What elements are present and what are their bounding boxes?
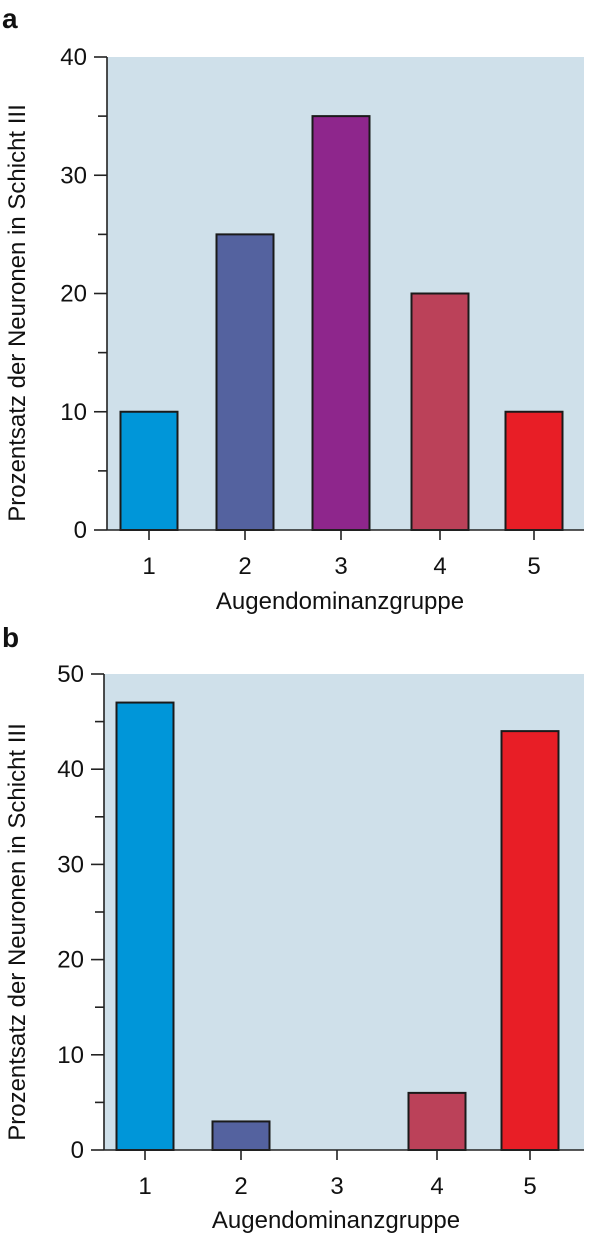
x-axis-label-b: Augendominanzgruppe [212, 1207, 460, 1234]
x-tick-label-b: 5 [523, 1173, 536, 1200]
y-tick-label-b: 0 [71, 1137, 84, 1164]
y-tick-label-b: 40 [57, 756, 84, 783]
panel-letter-a: a [2, 3, 18, 34]
bar-b-2 [211, 1120, 271, 1151]
x-tick-label-a: 1 [142, 553, 155, 580]
y-tick-label-b: 50 [57, 661, 84, 688]
x-axis-a: 1 2 3 4 5 [107, 529, 584, 580]
y-tick-label-a: 30 [60, 162, 87, 189]
bars-b [115, 701, 560, 1152]
bar-a-2 [215, 233, 275, 531]
y-tick-label-a: 20 [60, 281, 87, 308]
bar-b-5 [500, 730, 560, 1151]
x-tick-label-a: 5 [527, 553, 540, 580]
bar-b-4 [407, 1091, 467, 1152]
y-tick-label-b: 30 [57, 851, 84, 878]
x-tick-label-b: 4 [430, 1173, 443, 1200]
bar-b-1 [115, 701, 175, 1151]
chart-panel-a: a 0 10 20 30 40 1 2 3 4 5 Augendominanzgruppe Pr… [2, 3, 584, 615]
x-tick-label-b: 1 [138, 1173, 151, 1200]
bar-a-3 [311, 115, 371, 531]
x-tick-label-b: 3 [330, 1173, 343, 1200]
bar-a-5 [504, 410, 564, 531]
y-tick-label-a: 10 [60, 399, 87, 426]
bars-a [119, 115, 564, 531]
y-tick-label-a: 0 [74, 517, 87, 544]
x-tick-label-b: 2 [234, 1173, 247, 1200]
y-tick-label-b: 20 [57, 947, 84, 974]
y-axis-a: 0 10 20 30 40 [60, 44, 108, 544]
bar-a-4 [410, 292, 470, 531]
x-tick-label-a: 2 [238, 553, 251, 580]
x-tick-label-a: 4 [433, 553, 446, 580]
y-tick-label-b: 10 [57, 1042, 84, 1069]
y-axis-label-a: Prozentsatz der Neuronen in Schicht III [4, 104, 31, 522]
x-tick-label-a: 3 [334, 553, 347, 580]
y-axis-b: 0 10 20 30 40 50 [57, 661, 105, 1164]
x-axis-b: 1 2 3 4 5 [104, 1149, 584, 1200]
y-axis-label-b: Prozentsatz der Neuronen in Schicht III [4, 723, 31, 1141]
y-tick-label-a: 40 [60, 44, 87, 71]
panel-letter-b: b [2, 622, 19, 653]
bar-a-1 [119, 410, 179, 531]
x-axis-label-a: Augendominanzgruppe [216, 588, 464, 615]
